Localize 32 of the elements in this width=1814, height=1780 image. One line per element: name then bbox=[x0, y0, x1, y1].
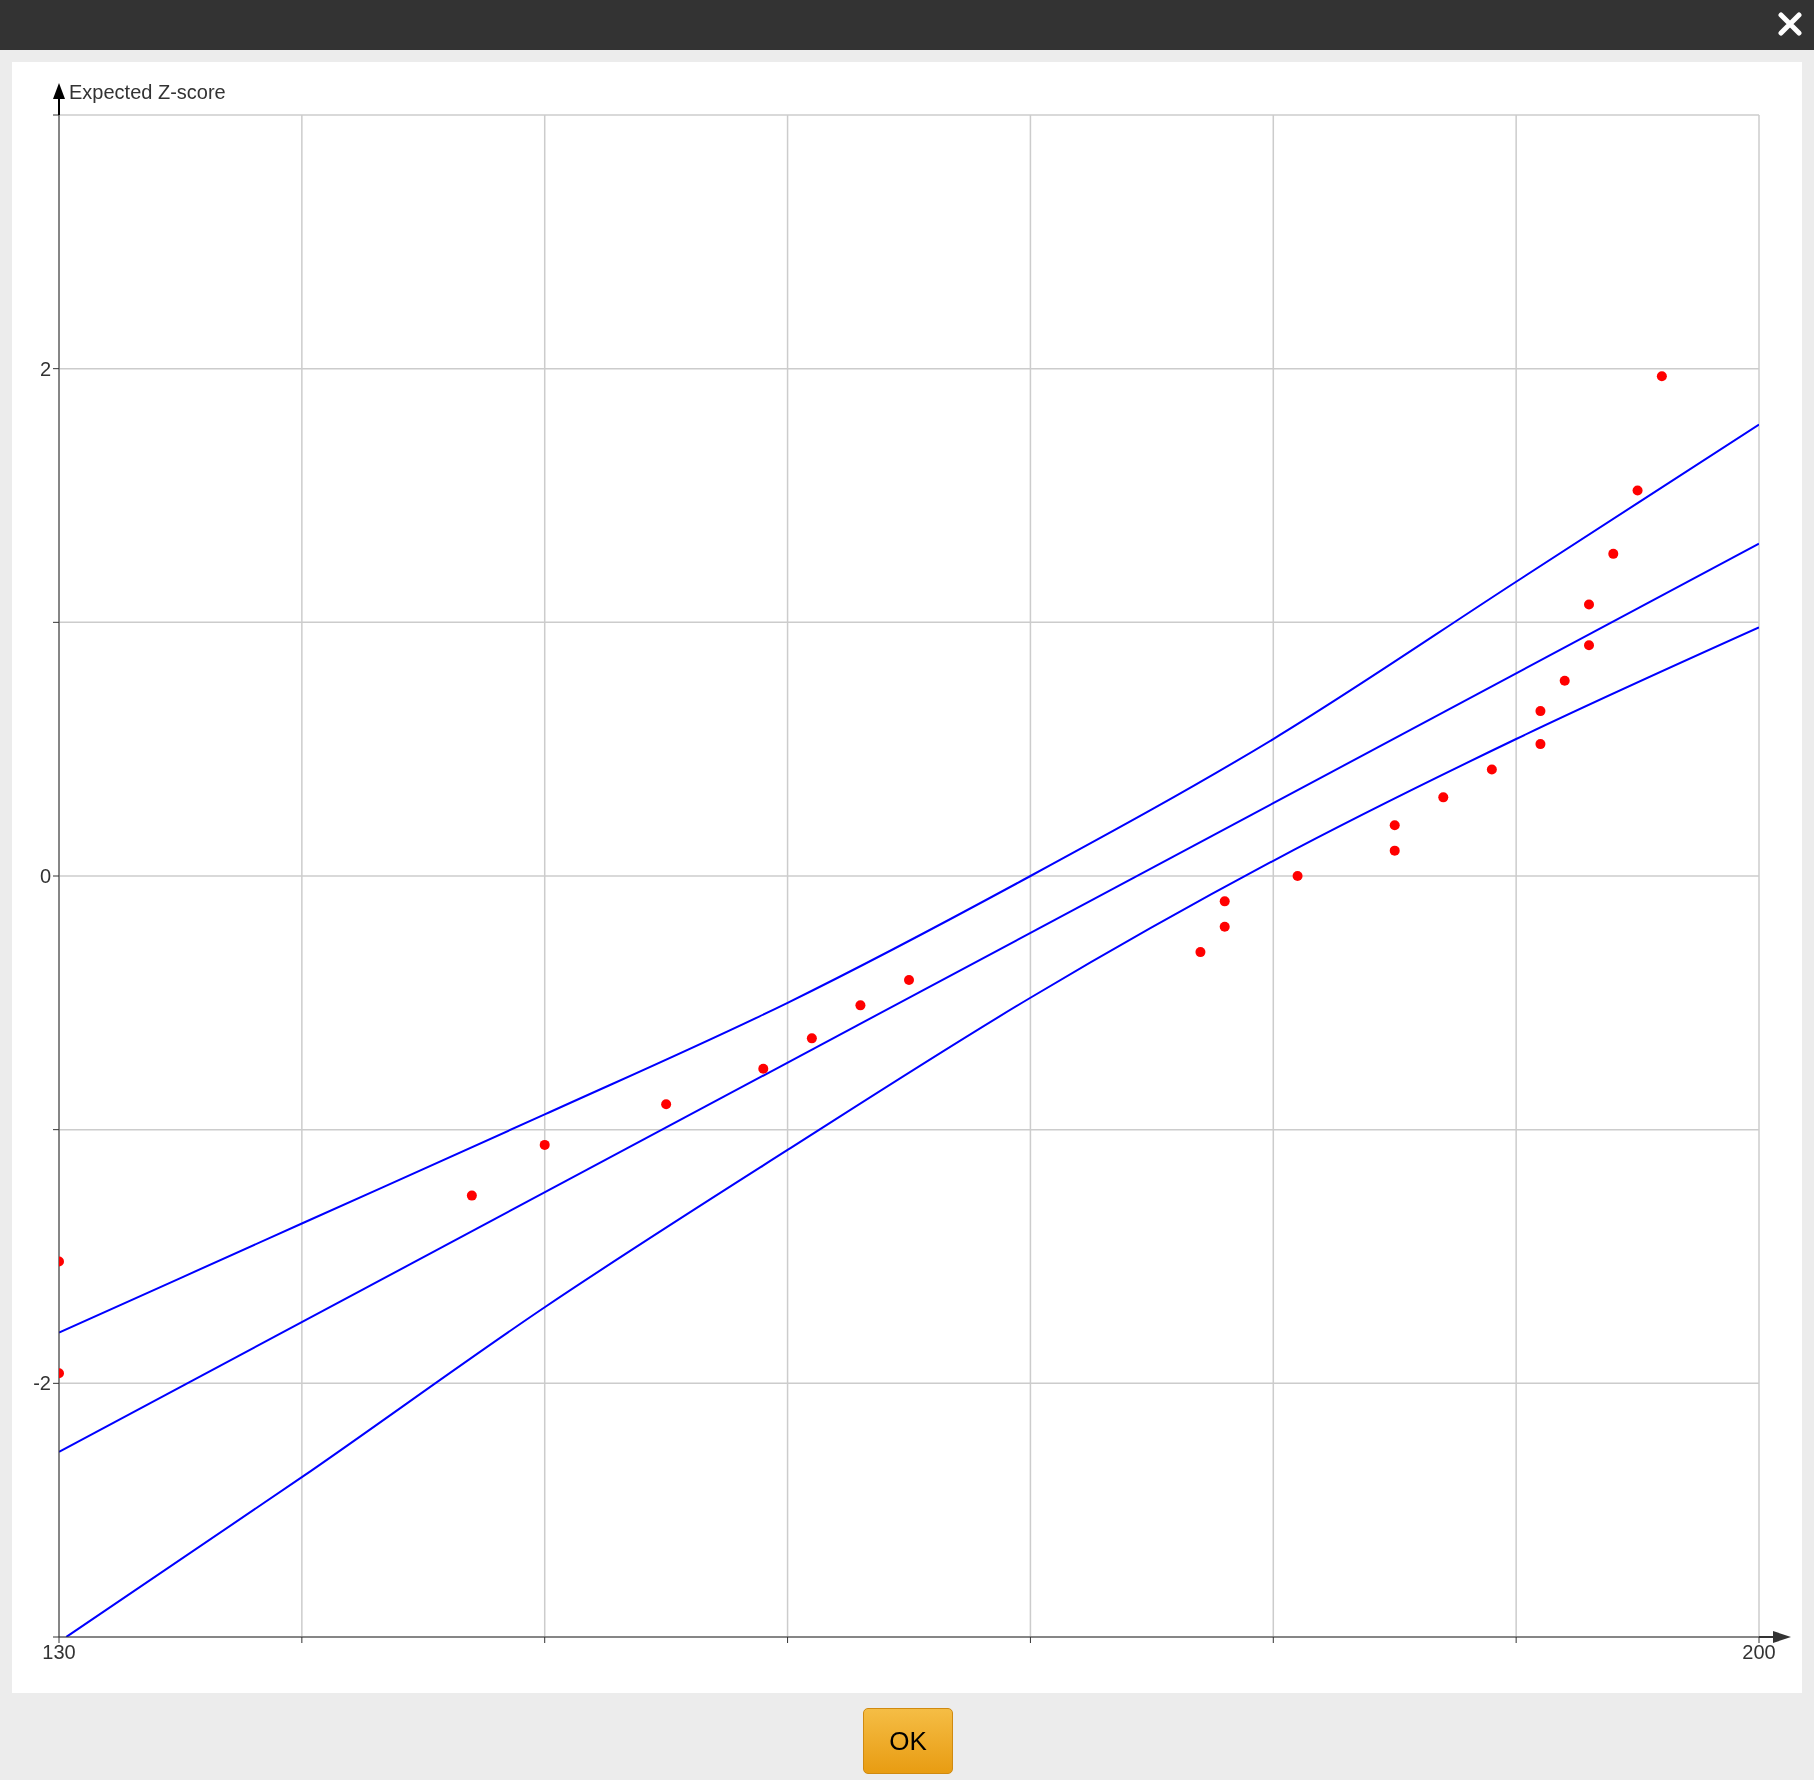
point bbox=[758, 1063, 769, 1074]
point bbox=[855, 1000, 866, 1011]
point bbox=[1632, 485, 1643, 496]
point bbox=[1535, 739, 1546, 750]
point bbox=[1535, 706, 1546, 717]
point bbox=[1389, 845, 1400, 856]
point bbox=[1486, 764, 1497, 775]
text: OK bbox=[863, 1708, 953, 1774]
point bbox=[1584, 640, 1594, 651]
y-tick-label: 0 bbox=[39, 865, 51, 888]
point bbox=[904, 975, 914, 985]
line-series bbox=[59, 423, 1759, 1334]
point bbox=[1219, 921, 1230, 932]
point bbox=[539, 1139, 550, 1150]
point bbox=[1559, 675, 1570, 686]
point bbox=[466, 1190, 477, 1201]
point bbox=[1608, 548, 1619, 559]
y-axis-title: Expected Z-score bbox=[69, 81, 226, 104]
x-tick-label: 130 bbox=[42, 1641, 76, 1664]
x-tick-label: 200 bbox=[1742, 1641, 1776, 1664]
line-series bbox=[65, 626, 1759, 1637]
point bbox=[1292, 871, 1303, 881]
point bbox=[806, 1033, 817, 1044]
point bbox=[1584, 599, 1594, 610]
point bbox=[1195, 947, 1206, 958]
point bbox=[1438, 792, 1449, 803]
point bbox=[1656, 371, 1667, 382]
point bbox=[661, 1099, 672, 1110]
point bbox=[1389, 820, 1400, 831]
point bbox=[1219, 896, 1230, 907]
y-tick-label: 2 bbox=[39, 357, 51, 380]
y-tick-label: -2 bbox=[33, 1372, 51, 1395]
